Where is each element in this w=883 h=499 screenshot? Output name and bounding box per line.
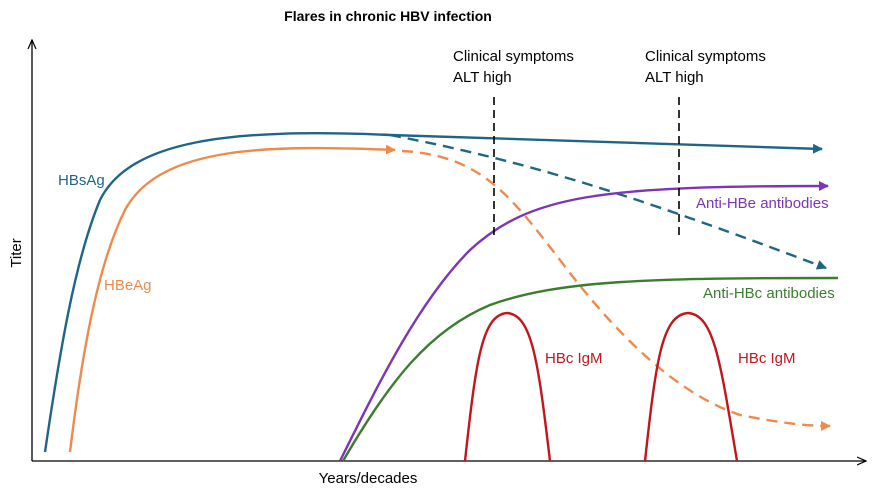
event-1-line2: ALT high bbox=[453, 69, 512, 86]
hbsag-curve bbox=[43, 132, 391, 453]
event-2-line2: ALT high bbox=[645, 69, 704, 86]
hbc-igm-label-2: HBc IgM bbox=[738, 350, 796, 367]
hbc-igm-label-1: HBc IgM bbox=[545, 350, 603, 367]
hbsag-plateau-arrow bbox=[389, 133, 823, 154]
anti-hbc-label: Anti-HBc antibodies bbox=[703, 285, 835, 302]
hbc-igm-peak-2 bbox=[643, 311, 739, 462]
anti-hbe-label: Anti-HBe antibodies bbox=[696, 195, 829, 212]
hbc-igm-peak-1 bbox=[463, 311, 552, 462]
event-1-line1: Clinical symptoms bbox=[453, 48, 574, 65]
anti-hbc-curve bbox=[341, 276, 839, 462]
event-2-line1: Clinical symptoms bbox=[645, 48, 766, 65]
hbeag-decline-dashed bbox=[401, 149, 831, 431]
hbeag-label: HBeAg bbox=[104, 277, 152, 294]
hbsag-label: HBsAg bbox=[58, 172, 105, 189]
anti-hbe-curve bbox=[338, 181, 829, 462]
figure-title: Flares in chronic HBV infection bbox=[284, 8, 492, 24]
hbeag-curve bbox=[68, 144, 396, 453]
x-axis-label: Years/decades bbox=[319, 470, 418, 487]
y-axis-label: Titer bbox=[8, 238, 25, 267]
